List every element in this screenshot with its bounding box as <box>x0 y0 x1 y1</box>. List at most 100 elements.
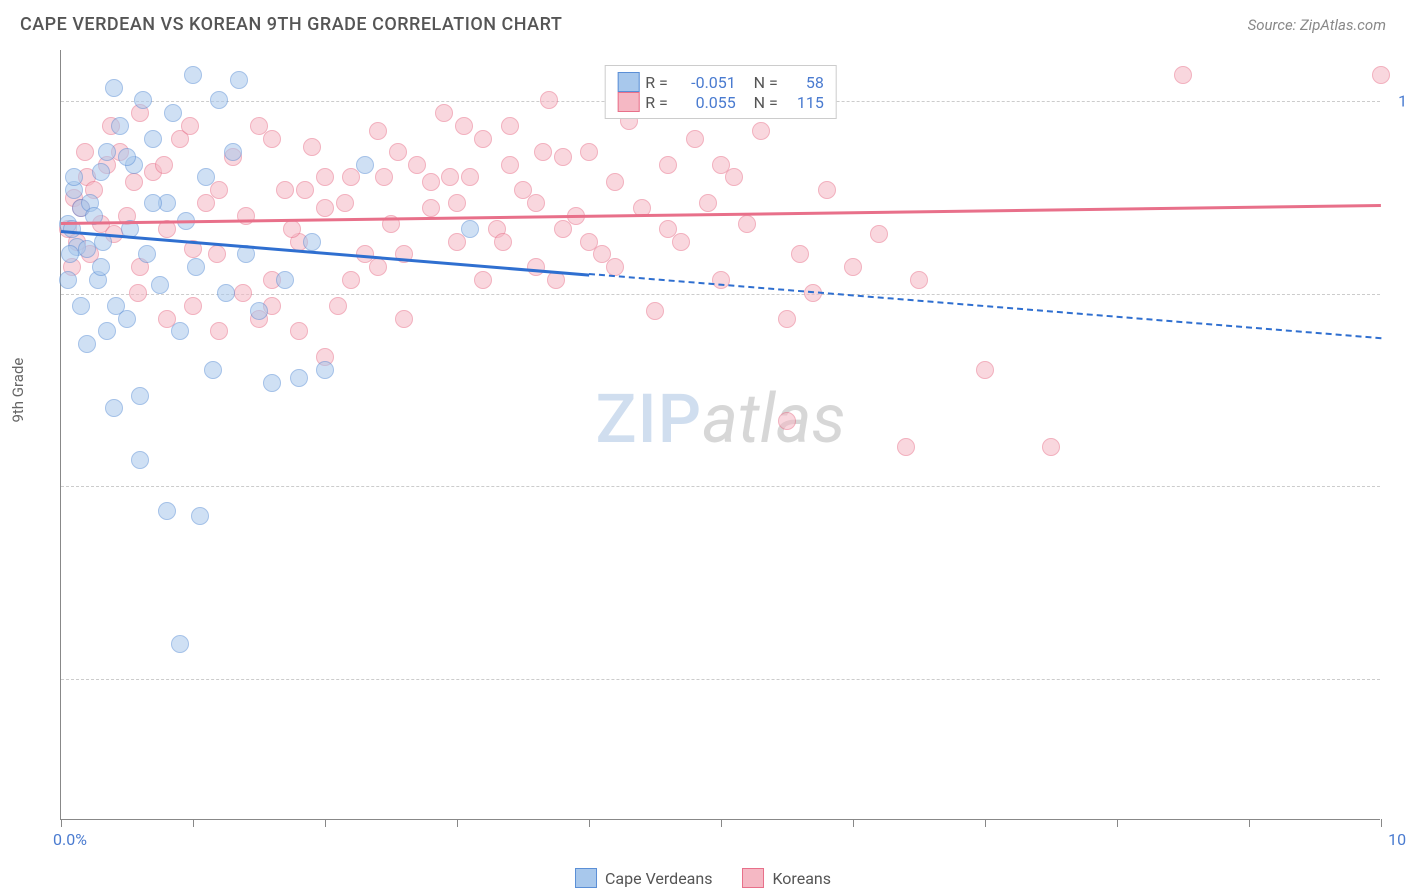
x-tick <box>457 819 458 827</box>
data-point-cape-verdeans <box>92 258 110 276</box>
data-point-koreans <box>422 199 440 217</box>
data-point-koreans <box>395 310 413 328</box>
data-point-koreans <box>369 258 387 276</box>
data-point-cape-verdeans <box>171 322 189 340</box>
data-point-cape-verdeans <box>184 66 202 84</box>
data-point-koreans <box>606 258 624 276</box>
data-point-cape-verdeans <box>111 117 129 135</box>
data-point-koreans <box>210 322 228 340</box>
x-tick <box>721 819 722 827</box>
bottom-legend: Cape Verdeans Koreans <box>575 868 831 888</box>
data-point-cape-verdeans <box>187 258 205 276</box>
x-axis-min-label: 0.0% <box>53 830 87 849</box>
data-point-koreans <box>342 271 360 289</box>
data-point-koreans <box>290 322 308 340</box>
data-point-koreans <box>580 143 598 161</box>
x-tick <box>985 819 986 827</box>
data-point-koreans <box>725 168 743 186</box>
data-point-koreans <box>738 215 756 233</box>
data-point-koreans <box>316 168 334 186</box>
data-point-cape-verdeans <box>92 163 110 181</box>
data-point-koreans <box>283 220 301 238</box>
data-point-koreans <box>210 181 228 199</box>
data-point-cape-verdeans <box>224 143 242 161</box>
data-point-koreans <box>659 156 677 174</box>
source-attribution: Source: ZipAtlas.com <box>1248 16 1386 34</box>
data-point-koreans <box>125 173 143 191</box>
data-point-cape-verdeans <box>98 322 116 340</box>
legend-row: R = -0.051 N = 58 <box>617 72 824 92</box>
data-point-koreans <box>263 130 281 148</box>
data-point-cape-verdeans <box>98 143 116 161</box>
data-point-koreans <box>408 156 426 174</box>
data-point-koreans <box>474 130 492 148</box>
data-point-cape-verdeans <box>131 387 149 405</box>
data-point-cape-verdeans <box>250 302 268 320</box>
data-point-koreans <box>646 302 664 320</box>
x-tick <box>61 819 62 827</box>
data-point-cape-verdeans <box>59 271 77 289</box>
data-point-koreans <box>686 130 704 148</box>
data-point-koreans <box>897 438 915 456</box>
data-point-koreans <box>181 117 199 135</box>
data-point-koreans <box>778 412 796 430</box>
data-point-cape-verdeans <box>131 451 149 469</box>
y-tick-label: 100.0% <box>1398 92 1406 111</box>
data-point-cape-verdeans <box>171 635 189 653</box>
data-point-cape-verdeans <box>158 502 176 520</box>
data-point-koreans <box>910 271 928 289</box>
data-point-cape-verdeans <box>138 245 156 263</box>
data-point-cape-verdeans <box>105 79 123 97</box>
data-point-koreans <box>448 194 466 212</box>
data-point-koreans <box>155 156 173 174</box>
data-point-cape-verdeans <box>461 220 479 238</box>
data-point-koreans <box>435 104 453 122</box>
legend-item-koreans: Koreans <box>742 868 831 888</box>
data-point-cape-verdeans <box>78 335 96 353</box>
data-point-koreans <box>234 284 252 302</box>
data-point-koreans <box>818 181 836 199</box>
data-point-cape-verdeans <box>118 310 136 328</box>
legend-item-cape-verdeans: Cape Verdeans <box>575 868 712 888</box>
data-point-koreans <box>129 284 147 302</box>
data-point-koreans <box>375 168 393 186</box>
data-point-koreans <box>369 122 387 140</box>
data-point-cape-verdeans <box>263 374 281 392</box>
x-axis-max-label: 100.0% <box>1388 830 1406 849</box>
data-point-koreans <box>329 297 347 315</box>
x-tick <box>589 819 590 827</box>
data-point-koreans <box>778 310 796 328</box>
data-point-cape-verdeans <box>65 168 83 186</box>
data-point-koreans <box>659 220 677 238</box>
gridline <box>61 486 1380 487</box>
data-point-cape-verdeans <box>61 245 79 263</box>
data-point-koreans <box>422 173 440 191</box>
data-point-koreans <box>76 143 94 161</box>
x-tick <box>1249 819 1250 827</box>
data-point-koreans <box>501 117 519 135</box>
x-tick <box>325 819 326 827</box>
x-tick <box>1381 819 1382 827</box>
data-point-koreans <box>976 361 994 379</box>
data-point-koreans <box>527 194 545 212</box>
data-point-koreans <box>554 148 572 166</box>
data-point-koreans <box>389 143 407 161</box>
chart-title: CAPE VERDEAN VS KOREAN 9TH GRADE CORRELA… <box>20 14 562 35</box>
data-point-koreans <box>791 245 809 263</box>
data-point-cape-verdeans <box>276 271 294 289</box>
data-point-cape-verdeans <box>204 361 222 379</box>
data-point-cape-verdeans <box>191 507 209 525</box>
y-axis-label: 9th Grade <box>9 358 27 423</box>
data-point-koreans <box>303 138 321 156</box>
swatch-icon <box>617 72 639 92</box>
data-point-koreans <box>237 207 255 225</box>
data-point-koreans <box>1042 438 1060 456</box>
data-point-cape-verdeans <box>144 130 162 148</box>
data-point-koreans <box>870 225 888 243</box>
data-point-koreans <box>672 233 690 251</box>
data-point-koreans <box>296 181 314 199</box>
data-point-cape-verdeans <box>144 194 162 212</box>
data-point-koreans <box>527 258 545 276</box>
data-point-cape-verdeans <box>316 361 334 379</box>
data-point-cape-verdeans <box>118 148 136 166</box>
